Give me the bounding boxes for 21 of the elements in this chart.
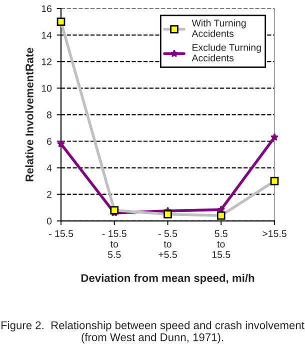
x-tick-label: - 15.5 to 5.5 — [102, 230, 126, 258]
y-axis-title: Relative InvolvementRate — [25, 48, 34, 182]
x-tick-label: >15.5 — [262, 230, 286, 238]
y-tick-label: 4 — [46, 164, 52, 172]
y-tick-label: 6 — [47, 138, 52, 145]
y-tick-label: 2 — [47, 191, 52, 198]
x-tick-label: 5.5 to 15.5 — [212, 230, 230, 258]
y-tick-label: 10 — [42, 84, 52, 92]
y-tick-label: 12 — [42, 58, 52, 66]
x-tick-label: - 5.5 to +5.5 — [158, 230, 178, 258]
caption: Figure 2. Relationship between speed and crash involvement (from West and Dunn, 1971). — [1, 321, 304, 344]
x-axis-title: Deviation from mean speed, mi/h — [81, 274, 254, 284]
point — [270, 133, 278, 141]
y-tick-label: 0 — [46, 218, 52, 225]
legend-label: Exclude Turning Accidents — [192, 44, 261, 62]
y-tick-label: 16 — [42, 5, 52, 12]
y-tick-label: 14 — [42, 32, 52, 39]
legend-label: With Turning Accidents — [192, 19, 246, 37]
point — [57, 140, 65, 148]
x-tick-label: - 15.5 — [49, 230, 74, 238]
y-tick-label: 8 — [46, 111, 52, 118]
